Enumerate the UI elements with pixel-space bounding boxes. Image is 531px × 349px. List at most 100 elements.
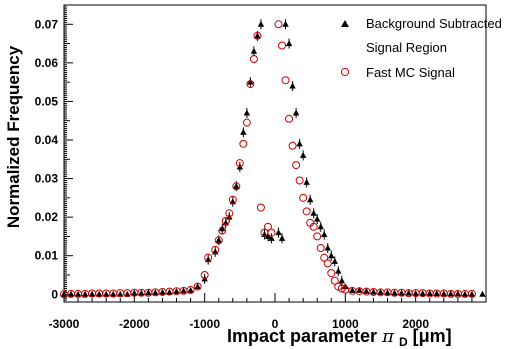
point-fast-mc-signal (299, 193, 308, 202)
point-background-subtracted (289, 82, 296, 89)
point-background-subtracted (419, 290, 426, 297)
point-background-subtracted (328, 252, 335, 259)
x-tick-label: -1000 (189, 317, 220, 331)
point-background-subtracted (479, 290, 486, 297)
point-background-subtracted (349, 286, 356, 293)
point-background-subtracted (268, 234, 275, 241)
point-fast-mc-signal (313, 232, 322, 241)
point-background-subtracted (324, 244, 331, 251)
x-tick-label: 2000 (402, 317, 429, 331)
point-fast-mc-signal (285, 114, 294, 123)
point-background-subtracted (264, 232, 272, 239)
point-fast-mc-signal (327, 269, 336, 278)
y-tick-label: 0.06 (35, 56, 59, 70)
point-fast-mc-signal (263, 222, 272, 231)
point-background-subtracted (166, 288, 173, 295)
point-background-subtracted (250, 47, 258, 54)
point-background-subtracted (310, 209, 317, 216)
point-fast-mc-signal (274, 20, 283, 29)
point-fast-mc-signal (330, 276, 339, 285)
point-fast-mc-signal (267, 228, 276, 237)
y-tick-label: 0.07 (35, 17, 59, 31)
x-axis-title: Impact parameter π D [μm] (227, 326, 452, 349)
point-background-subtracted (124, 290, 131, 297)
point-background-subtracted (152, 289, 159, 296)
point-background-subtracted (426, 290, 433, 297)
x-axis-title-main: Impact parameter (227, 326, 382, 346)
point-fast-mc-signal (302, 207, 311, 216)
point-background-subtracted (159, 288, 166, 295)
axes: -3000 -2000 -1000 0 1000 2000 0 0.01 0.02 0.03 0.0… (35, 4, 487, 331)
point-background-subtracted (67, 290, 75, 297)
point-background-subtracted (74, 290, 82, 297)
point-fast-mc-signal (249, 55, 258, 63)
data-marks (60, 19, 486, 299)
point-background-subtracted (321, 231, 328, 237)
point-fast-mc-signal (253, 31, 262, 40)
y-tick-label: 0.05 (35, 94, 59, 108)
point-background-subtracted (398, 289, 405, 296)
point-background-subtracted (363, 287, 370, 294)
point-background-subtracted (247, 78, 254, 85)
point-background-subtracted (81, 290, 89, 297)
point-background-subtracted (257, 20, 265, 27)
x-tick-label: -2000 (119, 317, 150, 331)
point-background-subtracted (194, 283, 201, 290)
point-fast-mc-signal (221, 217, 230, 225)
point-fast-mc-signal (295, 176, 304, 185)
x-tick-label: 1000 (332, 317, 359, 331)
legend: Background Subtracted Signal Region Fast… (340, 16, 502, 80)
point-background-subtracted (306, 196, 314, 203)
point-fast-mc-signal (232, 182, 241, 191)
y-axis-title: Normalized Frequency (4, 45, 23, 228)
point-fast-mc-signal (246, 80, 255, 89)
legend-label-series-1-line-2: Signal Region (366, 40, 447, 55)
x-tick-label: -3000 (49, 317, 80, 331)
point-fast-mc-signal (337, 284, 346, 293)
point-background-subtracted (278, 234, 286, 241)
x-axis-title-subscript: D (399, 335, 408, 349)
point-fast-mc-signal (211, 245, 220, 254)
legend-label-series-1-line-1: Background Subtracted (366, 16, 502, 31)
point-background-subtracted (356, 286, 363, 293)
point-background-subtracted (292, 109, 300, 116)
point-background-subtracted (299, 151, 307, 158)
point-fast-mc-signal (323, 259, 332, 268)
y-tick-label: 0.01 (35, 249, 59, 263)
point-background-subtracted (317, 223, 324, 230)
point-background-subtracted (314, 215, 321, 222)
point-background-subtracted (285, 40, 293, 47)
point-background-subtracted (391, 289, 398, 296)
point-background-subtracted (405, 289, 412, 296)
point-background-subtracted (454, 290, 462, 297)
point-fast-mc-signal (309, 222, 318, 231)
point-background-subtracted (60, 290, 68, 297)
point-fast-mc-signal (235, 159, 244, 168)
point-fast-mc-signal (186, 286, 195, 295)
point-fast-mc-signal (193, 282, 202, 291)
point-fast-mc-signal (467, 289, 476, 298)
y-tick-label: 0.04 (35, 133, 59, 147)
point-background-subtracted (433, 290, 440, 297)
point-background-subtracted (254, 32, 261, 39)
y-tick-label: 0.02 (35, 210, 59, 224)
point-fast-mc-signal (204, 253, 213, 262)
point-background-subtracted (103, 290, 110, 297)
legend-marker-background-subtracted (341, 20, 349, 27)
point-fast-mc-signal (288, 141, 297, 150)
point-background-subtracted (215, 236, 222, 243)
point-background-subtracted (180, 287, 187, 294)
point-background-subtracted (138, 289, 145, 296)
point-fast-mc-signal (228, 195, 237, 204)
point-background-subtracted (282, 20, 289, 27)
point-background-subtracted (219, 225, 226, 232)
point-background-subtracted (331, 258, 338, 264)
point-background-subtracted (275, 229, 282, 236)
point-background-subtracted (412, 290, 419, 297)
point-background-subtracted (131, 289, 138, 296)
point-background-subtracted (468, 290, 476, 297)
point-background-subtracted (303, 178, 310, 185)
x-tick-label: 0 (272, 317, 279, 331)
point-fast-mc-signal (218, 226, 227, 235)
